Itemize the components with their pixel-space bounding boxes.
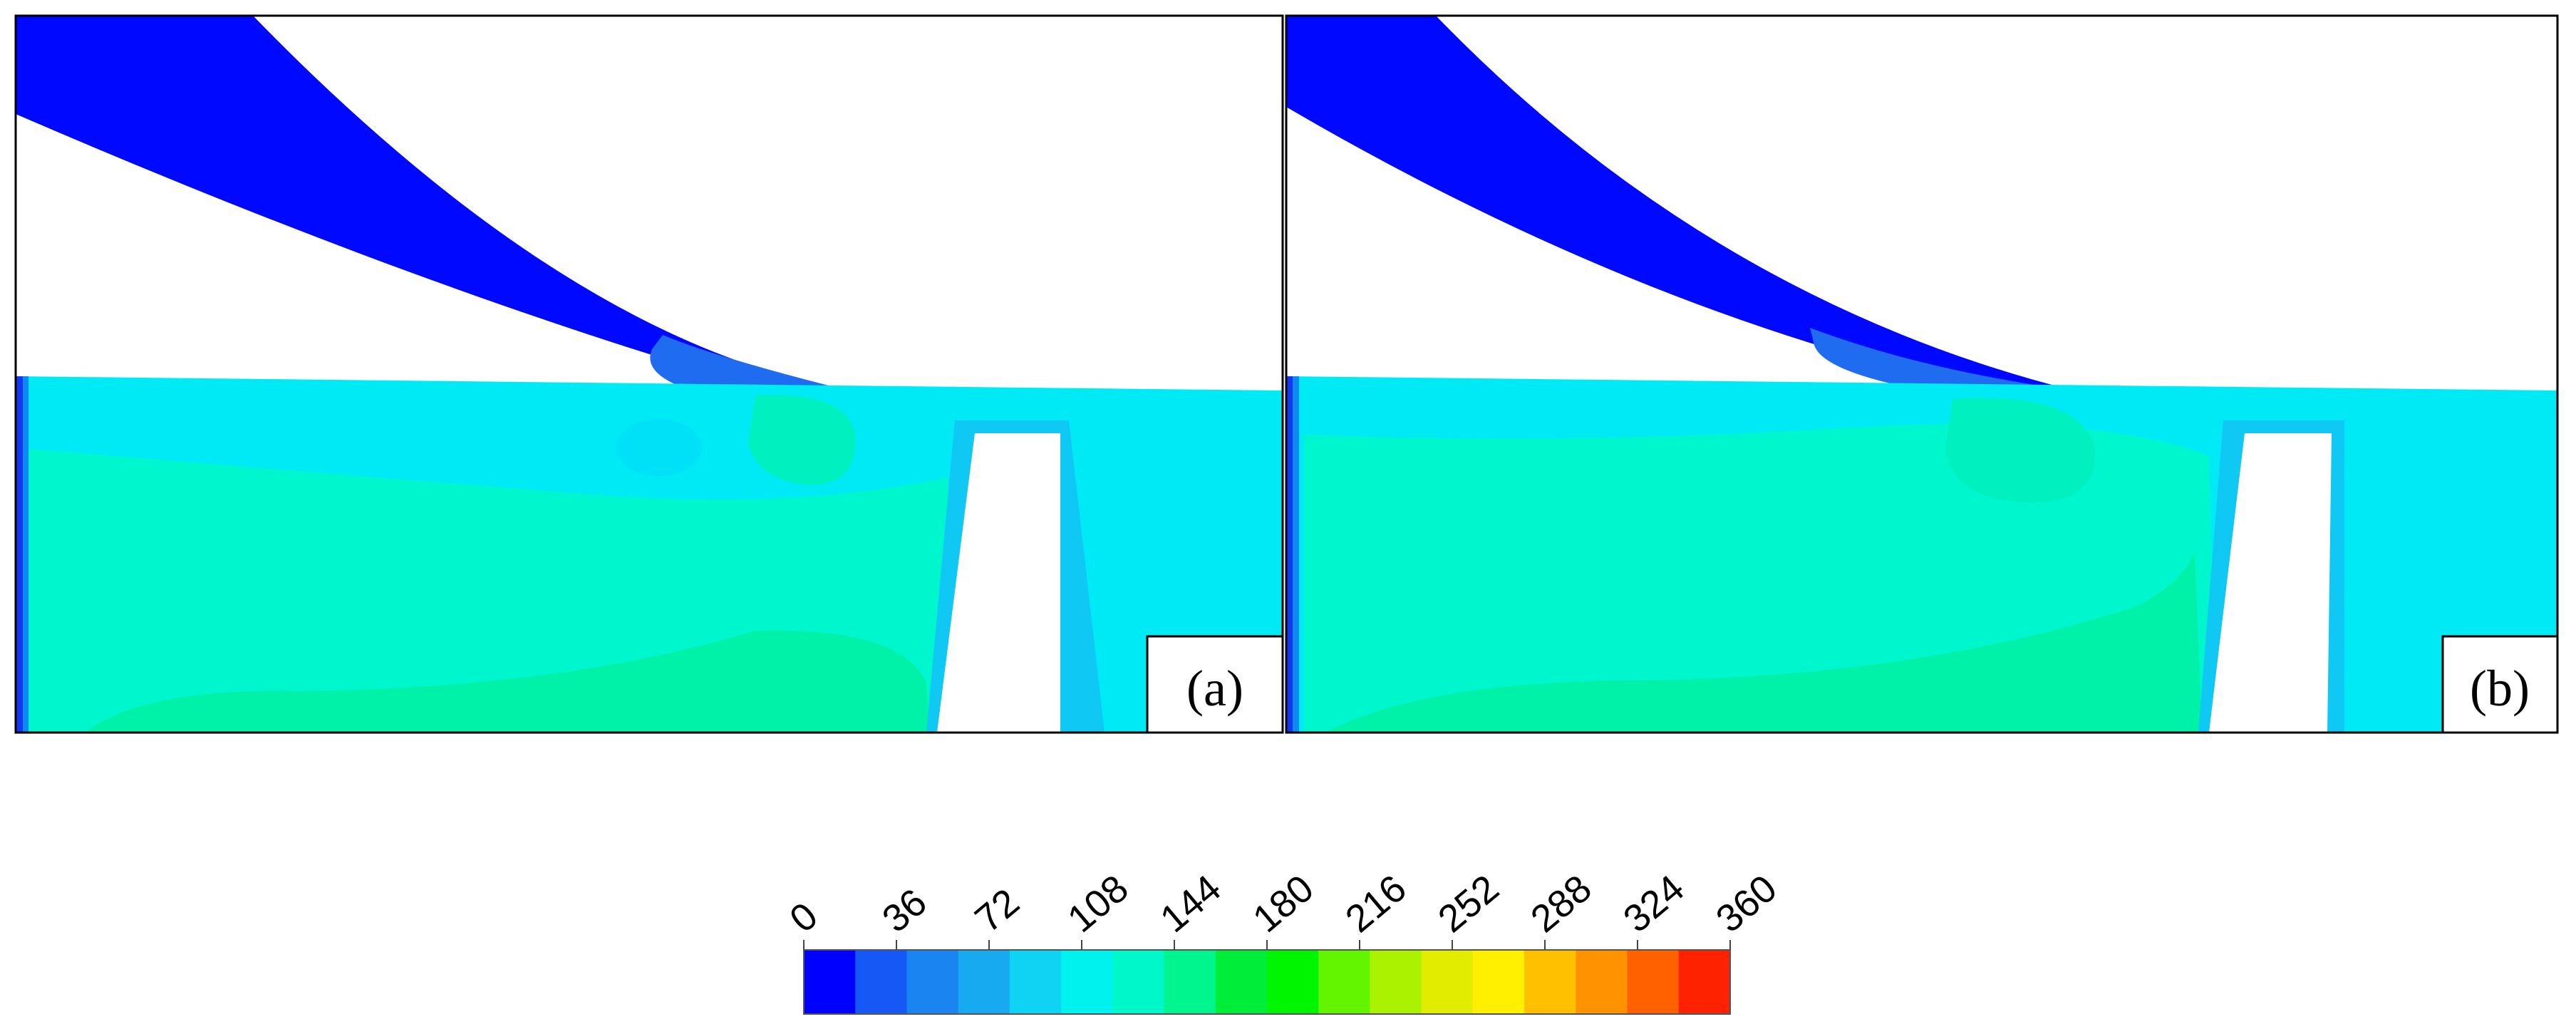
colorbar-tick-label: 108: [1060, 867, 1137, 941]
jet-tip-region: [1810, 328, 2074, 391]
panel-b-field: [1286, 16, 2557, 733]
colorbar-swatch: [855, 950, 908, 1014]
vortex: [1945, 398, 2096, 503]
colorbar-tick-label: 216: [1338, 867, 1414, 941]
colorbar-swatch: [958, 950, 1010, 1014]
colorbar-swatch: [1318, 950, 1371, 1014]
panel-a-frame: [14, 14, 1284, 734]
colorbar-swatch: [1678, 950, 1731, 1014]
colorbar-swatch: [1472, 950, 1525, 1014]
jet-region: [16, 16, 848, 391]
colorbar-swatch: [1215, 950, 1268, 1014]
jet-tip-region: [650, 335, 848, 391]
colorbar-swatches: [804, 950, 1731, 1014]
colorbar-ticks: 0 36 72 108 144 180 216 252 288 324 360: [782, 867, 1785, 950]
colorbar-tick-label: 36: [874, 881, 935, 941]
colorbar-tick-label: 144: [1152, 867, 1229, 941]
colorbar-swatch: [1061, 950, 1113, 1014]
panel-b-label-box: [2441, 635, 2559, 734]
panel-a-field: [16, 16, 1283, 733]
jet-region: [1286, 16, 2074, 391]
colorbar-tick-label: 0: [782, 894, 826, 941]
panel-b-label: (b): [2470, 660, 2530, 717]
vortex: [748, 395, 856, 485]
colorbar-tick-label: 324: [1615, 867, 1692, 941]
blade: [2209, 433, 2332, 733]
colorbar-swatch: [1267, 950, 1319, 1014]
colorbar-swatch: [804, 950, 856, 1014]
colorbar-swatch: [1627, 950, 1680, 1014]
colorbar-swatch: [1576, 950, 1628, 1014]
warm-zone: [86, 630, 930, 733]
colorbar-tick-label: 288: [1523, 867, 1600, 941]
colorbar-tick-label: 360: [1708, 867, 1785, 941]
bubble: [616, 419, 702, 476]
panel-a-label: (a): [1186, 660, 1243, 717]
colorbar: 0 36 72 108 144 180 216 252 288 324 360: [782, 867, 1785, 1015]
colorbar-tick-label: 252: [1430, 867, 1507, 941]
colorbar-swatch: [906, 950, 959, 1014]
colorbar-swatch: [1421, 950, 1474, 1014]
wall-dark: [1286, 376, 1293, 733]
blade: [937, 433, 1060, 733]
colorbar-swatch: [1524, 950, 1576, 1014]
colorbar-swatch: [1009, 950, 1062, 1014]
warm-zone: [1325, 552, 2202, 733]
wall-dark: [16, 376, 23, 733]
colorbar-tick-label: 72: [967, 881, 1028, 941]
colorbar-swatch: [1370, 950, 1422, 1014]
colorbar-swatch: [1112, 950, 1165, 1014]
colorbar-tick-label: 180: [1245, 867, 1322, 941]
panel-a: (a): [14, 14, 1284, 734]
panel-b-frame: [1285, 14, 2559, 734]
colorbar-swatch: [1164, 950, 1216, 1014]
panel-a-label-box: [1146, 635, 1284, 734]
panel-b: (b): [1285, 14, 2559, 734]
